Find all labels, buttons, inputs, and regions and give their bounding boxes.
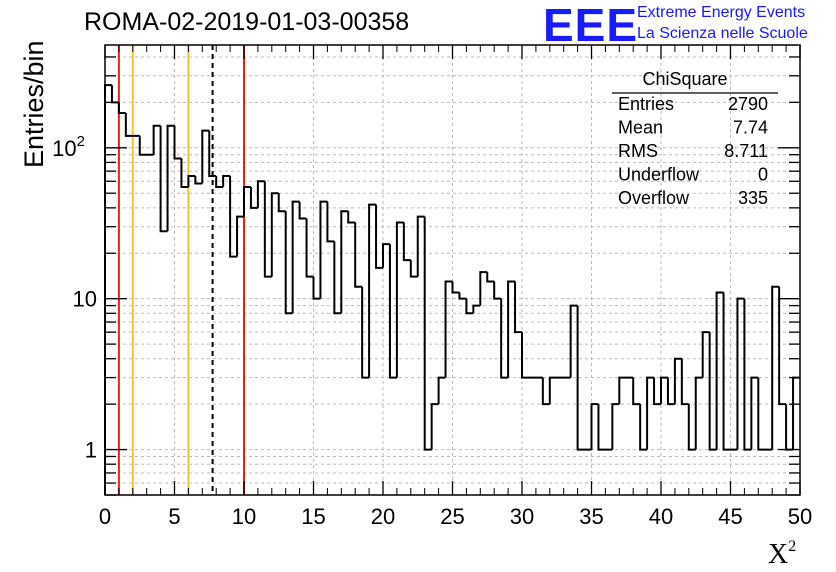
x-tick-label: 0: [99, 504, 111, 529]
x-tick-label: 5: [168, 504, 180, 529]
stats-row-label: Entries: [618, 94, 674, 114]
stats-row-value: 2790: [728, 94, 768, 114]
stats-row-label: RMS: [618, 141, 658, 161]
x-axis-label-main: X: [768, 539, 789, 570]
x-tick-label: 15: [301, 504, 325, 529]
eee-logo: EEE: [543, 0, 639, 51]
x-tick-label: 10: [232, 504, 256, 529]
stats-row-value: 335: [738, 188, 768, 208]
x-tick-label: 25: [440, 504, 464, 529]
y-tick-label: 1: [85, 438, 97, 463]
x-tick-label: 20: [371, 504, 395, 529]
x-axis-label-sup: 2: [788, 538, 797, 555]
x-tick-label: 30: [510, 504, 534, 529]
y-tick-label: 10: [73, 287, 97, 312]
y-tick-label: 102: [52, 133, 85, 161]
logo-line-2: La Scienza nelle Scuole: [637, 25, 808, 42]
x-tick-label: 35: [579, 504, 603, 529]
x-axis-label: X2: [768, 538, 796, 571]
histogram-layer: [104, 84, 800, 495]
chart-title: ROMA-02-2019-01-03-00358: [84, 8, 410, 36]
reference-lines-layer: [117, 45, 245, 495]
x-tick-label: 40: [649, 504, 673, 529]
histogram-outline: [104, 84, 800, 495]
axes-layer: 0 5 10 15 20 25 30 35 40 45 50 102 10 1: [52, 44, 812, 529]
stats-row-label: Overflow: [618, 188, 690, 208]
stats-row-value: 7.74: [733, 118, 768, 138]
logo-line-1: Extreme Energy Events: [637, 4, 806, 21]
stats-row-value: 0: [758, 165, 768, 185]
stats-row-value: 8.711: [724, 141, 768, 161]
stats-row-label: Underflow: [618, 165, 700, 185]
x-tick-label: 45: [718, 504, 742, 529]
stats-row-label: Mean: [618, 118, 663, 138]
x-tick-label: 50: [788, 504, 812, 529]
stats-title: ChiSquare: [642, 69, 727, 89]
stats-box: ChiSquare Entries 2790 Mean 7.74 RMS 8.711 Unde…: [612, 69, 778, 208]
